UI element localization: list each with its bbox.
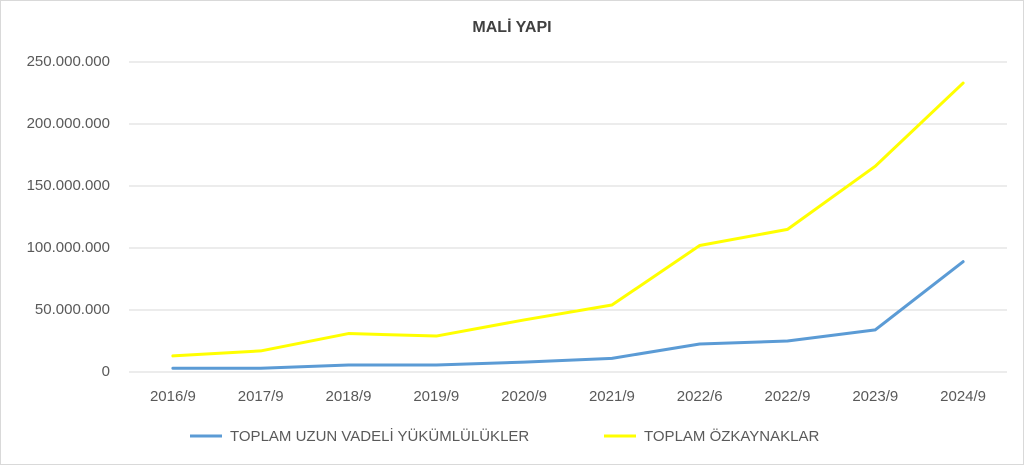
x-tick-label: 2016/9 bbox=[150, 388, 196, 405]
x-tick-label: 2022/9 bbox=[765, 388, 811, 405]
y-tick-label: 100.000.000 bbox=[27, 239, 110, 256]
x-tick-label: 2019/9 bbox=[413, 388, 459, 405]
data-line bbox=[171, 260, 965, 370]
legend-label: TOPLAM ÖZKAYNAKLAR bbox=[644, 427, 819, 445]
x-tick-label: 2017/9 bbox=[238, 388, 284, 405]
x-tick-label: 2021/9 bbox=[589, 388, 635, 405]
y-tick-label: 150.000.000 bbox=[27, 177, 110, 194]
legend-label: TOPLAM UZUN VADELİ YÜKÜMLÜLÜKLER bbox=[230, 427, 529, 445]
chart-title: MALİ YAPI bbox=[472, 18, 551, 36]
y-tick-label: 0 bbox=[102, 363, 110, 380]
y-tick-label: 250.000.000 bbox=[27, 53, 110, 70]
data-line bbox=[171, 81, 965, 358]
x-tick-label: 2024/9 bbox=[940, 388, 986, 405]
y-tick-label: 50.000.000 bbox=[35, 301, 110, 318]
x-tick-label: 2020/9 bbox=[501, 388, 547, 405]
x-tick-label: 2018/9 bbox=[326, 388, 372, 405]
y-tick-label: 200.000.000 bbox=[27, 115, 110, 132]
x-tick-label: 2023/9 bbox=[852, 388, 898, 405]
x-tick-label: 2022/6 bbox=[677, 388, 723, 405]
